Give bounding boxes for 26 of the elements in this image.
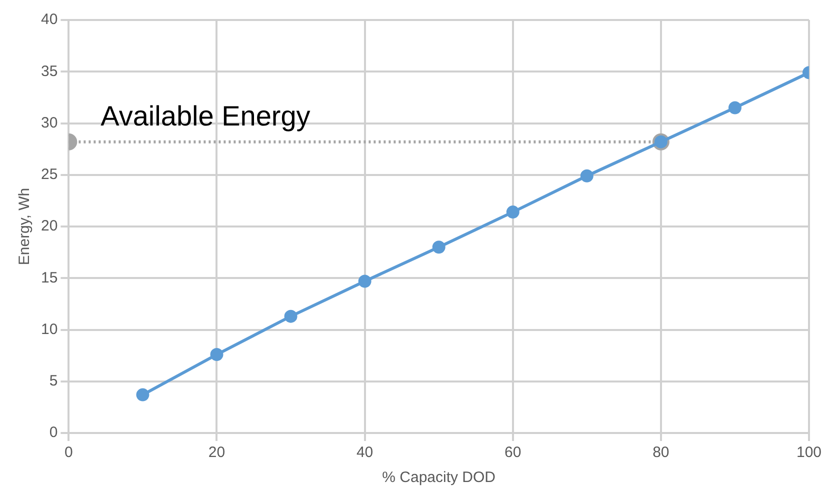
- point: [136, 388, 150, 402]
- y-tick-label: 35: [40, 62, 58, 80]
- y-axis-title: Energy, Wh: [16, 188, 34, 266]
- y-tick-label: 20: [40, 218, 58, 235]
- x-tick-label: 60: [504, 444, 522, 462]
- y-tick-label: 25: [40, 166, 58, 184]
- x-tick-label: 20: [208, 444, 226, 462]
- point: [580, 169, 594, 182]
- y-tick-label: 15: [40, 269, 58, 286]
- x-axis-title: % Capacity DOD: [382, 469, 496, 486]
- y-tick-label: 5: [49, 372, 58, 390]
- x-tick-label: 80: [652, 444, 670, 462]
- point: [728, 101, 742, 114]
- y-tick-label: 30: [40, 114, 58, 132]
- x-tick-label: 40: [356, 444, 374, 462]
- y-tick-label: 10: [40, 320, 58, 338]
- y-tick-label: 40: [40, 11, 58, 28]
- x-tick-label: 0: [64, 444, 73, 462]
- point: [506, 206, 520, 219]
- point: [358, 274, 372, 288]
- annotation: Available Energy: [100, 100, 310, 132]
- y-tick-label: 0: [49, 424, 58, 442]
- point: [210, 348, 224, 362]
- point: [284, 310, 298, 323]
- x-tick-label: 100: [796, 444, 822, 462]
- point: [432, 240, 446, 254]
